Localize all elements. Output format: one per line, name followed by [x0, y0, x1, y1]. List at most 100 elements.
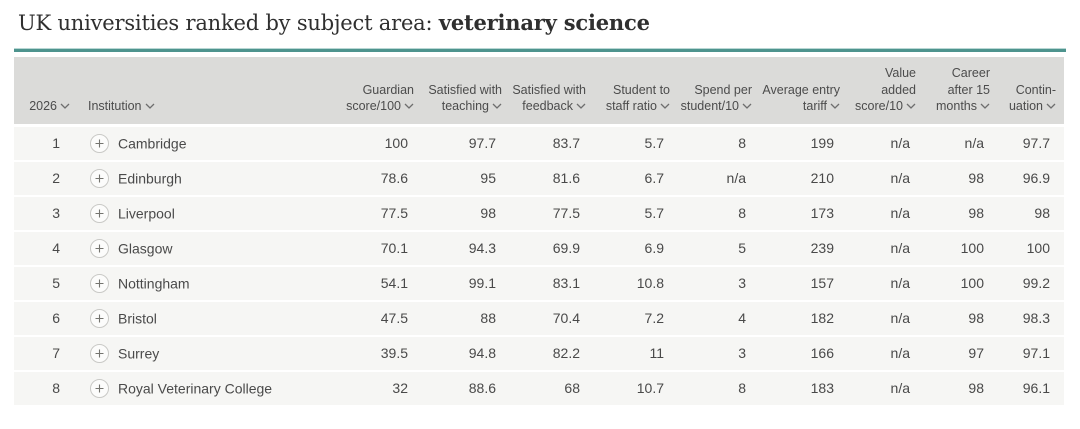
column-header-label: Value added score/10: [855, 66, 916, 114]
accent-rule: [14, 49, 1066, 53]
expand-row-button[interactable]: [90, 203, 109, 223]
chevron-down-icon: [830, 97, 840, 114]
value-cell-satisfied-feedback: 68: [510, 371, 594, 407]
column-header-institution[interactable]: Institution: [78, 57, 326, 127]
column-header-year[interactable]: 2026: [14, 57, 78, 127]
value-cell-average-entry-tariff: 239: [760, 231, 848, 267]
institution-cell: Cambridge: [78, 126, 326, 162]
table-row: 1 Cambridge 100 97.7 83.7 5.7 8 199 n/a …: [14, 126, 1064, 162]
value-cell-guardian-score: 32: [326, 371, 422, 407]
value-cell-guardian-score: 47.5: [326, 301, 422, 337]
value-cell-career-after-15-months: 100: [924, 266, 998, 302]
value-cell-guardian-score: 78.6: [326, 161, 422, 197]
institution-cell: Surrey: [78, 336, 326, 372]
value-cell-satisfied-feedback: 69.9: [510, 231, 594, 267]
page-title: UK universities ranked by subject area: …: [18, 9, 1062, 37]
column-header-label: Career after 15 months: [936, 66, 990, 114]
value-cell-satisfied-teaching: 99.1: [422, 266, 510, 302]
rank-cell: 4: [14, 231, 78, 267]
value-cell-spend-per-student: 8: [678, 196, 760, 232]
rank-cell: 8: [14, 371, 78, 407]
value-cell-student-staff-ratio: 11: [594, 336, 678, 372]
value-cell-average-entry-tariff: 199: [760, 126, 848, 162]
chevron-down-icon: [660, 97, 670, 114]
value-cell-spend-per-student: 3: [678, 336, 760, 372]
value-cell-satisfied-teaching: 94.8: [422, 336, 510, 372]
institution-cell: Nottingham: [78, 266, 326, 302]
chevron-down-icon: [145, 97, 155, 114]
value-cell-spend-per-student: 3: [678, 266, 760, 302]
value-cell-spend-per-student: 4: [678, 301, 760, 337]
rank-cell: 2: [14, 161, 78, 197]
plus-circle-icon: [95, 346, 104, 361]
plus-circle-icon: [95, 136, 104, 151]
expand-row-button[interactable]: [90, 343, 109, 363]
value-cell-satisfied-teaching: 97.7: [422, 126, 510, 162]
value-cell-career-after-15-months: n/a: [924, 126, 998, 162]
rank-cell: 6: [14, 301, 78, 337]
column-header-average-entry-tariff[interactable]: Average entry tariff: [760, 57, 848, 127]
value-cell-average-entry-tariff: 183: [760, 371, 848, 407]
expand-row-button[interactable]: [90, 308, 109, 328]
value-cell-spend-per-student: 8: [678, 126, 760, 162]
value-cell-value-added-score: n/a: [848, 371, 924, 407]
value-cell-career-after-15-months: 100: [924, 231, 998, 267]
value-cell-value-added-score: n/a: [848, 231, 924, 267]
institution-name: Liverpool: [118, 205, 175, 222]
table-row: 7 Surrey 39.5 94.8 82.2 11 3 166 n/a 97 …: [14, 336, 1064, 372]
plus-circle-icon: [95, 381, 104, 396]
column-header-value-added-score[interactable]: Value added score/10: [848, 57, 924, 127]
value-cell-student-staff-ratio: 7.2: [594, 301, 678, 337]
table-row: 5 Nottingham 54.1 99.1 83.1 10.8 3 157 n…: [14, 266, 1064, 302]
value-cell-guardian-score: 70.1: [326, 231, 422, 267]
value-cell-average-entry-tariff: 182: [760, 301, 848, 337]
rank-cell: 3: [14, 196, 78, 232]
plus-circle-icon: [95, 311, 104, 326]
chevron-down-icon: [1046, 97, 1056, 114]
column-header-spend-per-student[interactable]: Spend per student/10: [678, 57, 760, 127]
table-body: 1 Cambridge 100 97.7 83.7 5.7 8 199 n/a …: [14, 126, 1064, 407]
institution-name: Edinburgh: [118, 170, 182, 187]
value-cell-satisfied-teaching: 98: [422, 196, 510, 232]
institution-cell: Liverpool: [78, 196, 326, 232]
expand-row-button[interactable]: [90, 238, 109, 258]
expand-row-button[interactable]: [90, 378, 109, 398]
value-cell-student-staff-ratio: 6.9: [594, 231, 678, 267]
institution-name: Nottingham: [118, 275, 190, 292]
value-cell-guardian-score: 39.5: [326, 336, 422, 372]
value-cell-satisfied-teaching: 94.3: [422, 231, 510, 267]
value-cell-student-staff-ratio: 5.7: [594, 126, 678, 162]
value-cell-value-added-score: n/a: [848, 336, 924, 372]
chevron-down-icon: [980, 97, 990, 114]
column-header-label: Satisfied with feedback: [512, 82, 586, 114]
value-cell-spend-per-student: n/a: [678, 161, 760, 197]
value-cell-student-staff-ratio: 5.7: [594, 196, 678, 232]
value-cell-continuation: 100: [998, 231, 1064, 267]
value-cell-continuation: 96.1: [998, 371, 1064, 407]
plus-circle-icon: [95, 171, 104, 186]
expand-row-button[interactable]: [90, 168, 109, 188]
column-header-student-staff-ratio[interactable]: Student to staff ratio: [594, 57, 678, 127]
column-header-guardian-score[interactable]: Guardian score/100: [326, 57, 422, 127]
column-header-label: Average entry tariff: [762, 82, 840, 114]
value-cell-spend-per-student: 5: [678, 231, 760, 267]
value-cell-satisfied-teaching: 88.6: [422, 371, 510, 407]
value-cell-continuation: 98.3: [998, 301, 1064, 337]
expand-row-button[interactable]: [90, 273, 109, 293]
expand-row-button[interactable]: [90, 133, 109, 153]
value-cell-student-staff-ratio: 6.7: [594, 161, 678, 197]
column-header-label: 2026: [29, 99, 57, 114]
page-title-subject: veterinary science: [438, 10, 650, 35]
value-cell-career-after-15-months: 98: [924, 161, 998, 197]
table-header-row: 2026 Institution Guardian score/100 Sati…: [14, 57, 1064, 127]
column-header-career-after-15-months[interactable]: Career after 15 months: [924, 57, 998, 127]
column-header-satisfied-teaching[interactable]: Satisfied with teaching: [422, 57, 510, 127]
page-title-prefix: UK universities ranked by subject area:: [18, 11, 439, 35]
value-cell-satisfied-feedback: 83.7: [510, 126, 594, 162]
institution-name: Surrey: [118, 345, 160, 362]
column-header-satisfied-feedback[interactable]: Satisfied with feedback: [510, 57, 594, 127]
value-cell-satisfied-feedback: 82.2: [510, 336, 594, 372]
column-header-continuation[interactable]: Contin-uation: [998, 57, 1064, 127]
value-cell-satisfied-feedback: 70.4: [510, 301, 594, 337]
column-header-label: Spend per student/10: [680, 82, 752, 114]
